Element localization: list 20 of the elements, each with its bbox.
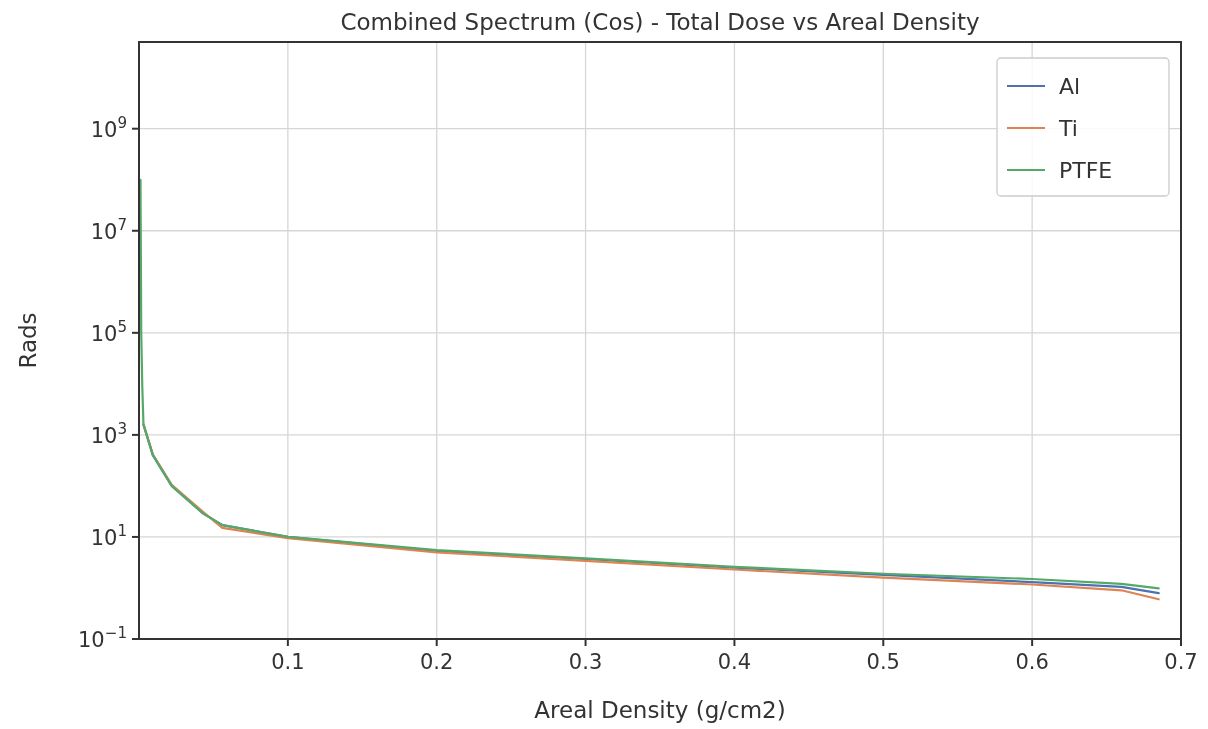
x-tick-label: 0.5 [866,650,900,674]
y-tick-label: 10$^{−1}$ [77,624,127,652]
x-tick-label: 0.4 [717,650,752,674]
y-tick-label: 10$^{3}$ [90,419,127,448]
y-tick-label: 10$^{7}$ [90,215,127,244]
legend-label: PTFE [1059,158,1113,183]
chart-title: Combined Spectrum (Cos) - Total Dose vs Areal Density [340,9,980,35]
x-tick-label: 0.3 [568,650,603,674]
legend-label: Ti [1058,116,1078,141]
x-tick-label: 0.7 [1164,650,1198,674]
legend-label: Al [1059,74,1081,99]
line-series [139,178,1160,590]
y-tick-label: 10$^{9}$ [90,113,127,142]
x-axis-title: Areal Density (g/cm2) [534,697,786,723]
x-tick-label: 0.2 [420,650,454,674]
x-tick-label: 0.6 [1015,650,1049,674]
y-tick-label: 10$^{5}$ [90,317,127,346]
y-tick-label: 10$^{1}$ [90,521,127,550]
y-axis-title: Rads [15,312,41,369]
x-tick-label: 0.1 [271,650,305,674]
